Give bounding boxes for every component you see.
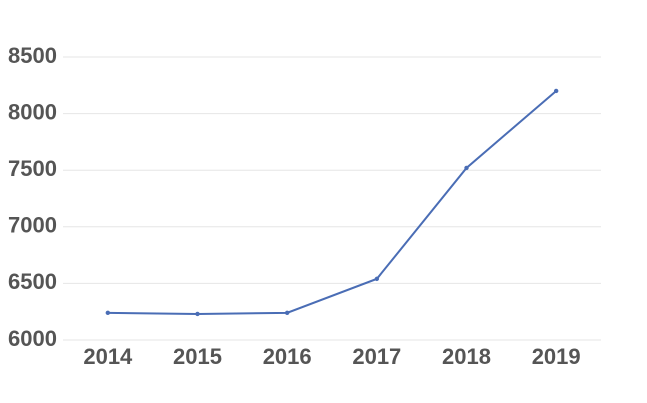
x-tick-label: 2015 [173, 344, 222, 369]
x-tick-label: 2014 [83, 344, 133, 369]
line-series [107, 90, 557, 315]
point [195, 311, 200, 317]
y-tick-label: 8500 [8, 43, 57, 68]
y-tick-label: 6000 [8, 326, 57, 351]
y-tick-label: 7000 [8, 213, 57, 238]
x-tick-label: 2016 [263, 344, 312, 369]
x-tick-label: 2019 [532, 344, 581, 369]
y-tick-label: 8000 [8, 99, 57, 124]
point [374, 276, 380, 282]
y-tick-label: 7500 [8, 156, 57, 181]
x-tick-label: 2018 [442, 344, 491, 369]
point [464, 165, 469, 171]
y-tick-label: 6500 [8, 269, 57, 294]
x-tick-label: 2017 [352, 344, 401, 369]
point [553, 88, 559, 94]
point [105, 310, 111, 316]
point [284, 310, 290, 316]
